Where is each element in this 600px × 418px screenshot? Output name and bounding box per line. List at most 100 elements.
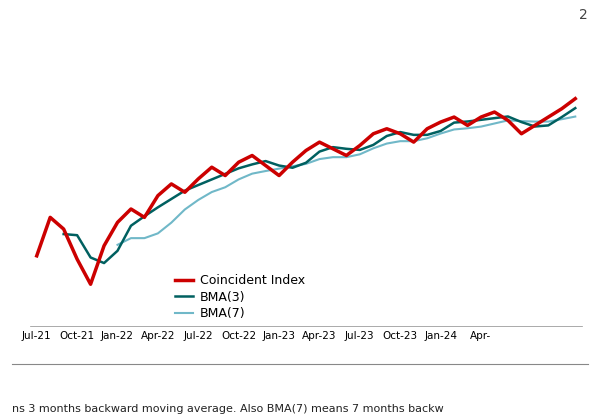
- BMA(7): [302, 161, 310, 166]
- BMA(3): [302, 160, 310, 165]
- Coincident Index: [235, 160, 242, 165]
- BMA(3): [437, 128, 444, 133]
- BMA(7): [114, 242, 121, 247]
- BMA(7): [558, 117, 565, 122]
- Coincident Index: [531, 123, 538, 128]
- Coincident Index: [545, 115, 552, 120]
- BMA(3): [181, 188, 188, 193]
- BMA(7): [491, 121, 498, 126]
- BMA(7): [221, 185, 229, 190]
- Coincident Index: [74, 257, 81, 262]
- Coincident Index: [316, 140, 323, 145]
- BMA(3): [464, 119, 471, 124]
- BMA(3): [100, 260, 107, 265]
- BMA(7): [289, 164, 296, 169]
- Line: BMA(7): BMA(7): [118, 117, 575, 245]
- BMA(7): [275, 166, 283, 171]
- Coincident Index: [87, 282, 94, 287]
- BMA(3): [141, 214, 148, 219]
- Coincident Index: [127, 206, 134, 212]
- Coincident Index: [505, 118, 512, 123]
- BMA(7): [127, 236, 134, 241]
- BMA(3): [505, 114, 512, 119]
- Text: ns 3 months backward moving average. Also BMA(7) means 7 months backw: ns 3 months backward moving average. Als…: [12, 404, 444, 414]
- BMA(3): [491, 116, 498, 121]
- Coincident Index: [248, 153, 256, 158]
- BMA(7): [410, 139, 418, 144]
- Line: BMA(3): BMA(3): [64, 108, 575, 263]
- Coincident Index: [558, 106, 565, 111]
- BMA(7): [168, 220, 175, 225]
- BMA(7): [478, 124, 485, 129]
- BMA(3): [127, 223, 134, 228]
- BMA(3): [275, 163, 283, 168]
- BMA(3): [74, 233, 81, 238]
- Coincident Index: [370, 131, 377, 136]
- Coincident Index: [60, 227, 67, 232]
- BMA(3): [168, 196, 175, 201]
- BMA(7): [531, 119, 538, 124]
- BMA(7): [572, 114, 579, 119]
- Coincident Index: [289, 160, 296, 165]
- BMA(3): [329, 145, 337, 150]
- BMA(3): [114, 248, 121, 253]
- Coincident Index: [154, 193, 161, 198]
- BMA(3): [343, 146, 350, 151]
- BMA(7): [518, 119, 525, 124]
- BMA(3): [356, 148, 364, 153]
- BMA(7): [208, 189, 215, 194]
- Coincident Index: [100, 243, 107, 248]
- BMA(7): [464, 126, 471, 131]
- BMA(3): [221, 171, 229, 176]
- BMA(7): [194, 197, 202, 202]
- BMA(7): [343, 155, 350, 160]
- Coincident Index: [114, 220, 121, 225]
- BMA(7): [235, 177, 242, 182]
- BMA(7): [370, 146, 377, 151]
- Coincident Index: [194, 176, 202, 181]
- BMA(3): [397, 130, 404, 135]
- BMA(3): [558, 115, 565, 120]
- BMA(7): [424, 136, 431, 141]
- Coincident Index: [437, 120, 444, 125]
- BMA(7): [262, 168, 269, 173]
- BMA(3): [208, 177, 215, 182]
- BMA(7): [437, 131, 444, 136]
- Coincident Index: [451, 115, 458, 120]
- BMA(3): [383, 133, 391, 138]
- Coincident Index: [491, 110, 498, 115]
- BMA(7): [451, 127, 458, 132]
- BMA(3): [194, 183, 202, 188]
- Coincident Index: [572, 96, 579, 101]
- BMA(7): [356, 152, 364, 157]
- BMA(3): [545, 123, 552, 128]
- Coincident Index: [168, 181, 175, 186]
- Coincident Index: [262, 163, 269, 168]
- Coincident Index: [208, 165, 215, 170]
- BMA(3): [60, 232, 67, 237]
- BMA(3): [154, 205, 161, 210]
- BMA(7): [248, 171, 256, 176]
- Coincident Index: [356, 143, 364, 148]
- BMA(3): [370, 143, 377, 148]
- Coincident Index: [329, 146, 337, 151]
- BMA(3): [289, 165, 296, 170]
- BMA(3): [87, 255, 94, 260]
- BMA(7): [154, 231, 161, 236]
- Coincident Index: [181, 190, 188, 195]
- Coincident Index: [478, 115, 485, 120]
- Coincident Index: [33, 253, 40, 258]
- Coincident Index: [221, 173, 229, 178]
- Coincident Index: [343, 153, 350, 158]
- BMA(7): [397, 139, 404, 144]
- BMA(7): [141, 236, 148, 241]
- BMA(3): [235, 166, 242, 171]
- BMA(7): [505, 118, 512, 123]
- BMA(7): [545, 119, 552, 124]
- Coincident Index: [47, 215, 54, 220]
- Coincident Index: [410, 140, 418, 145]
- BMA(3): [410, 133, 418, 138]
- Coincident Index: [424, 126, 431, 131]
- BMA(7): [329, 155, 337, 160]
- BMA(3): [478, 117, 485, 122]
